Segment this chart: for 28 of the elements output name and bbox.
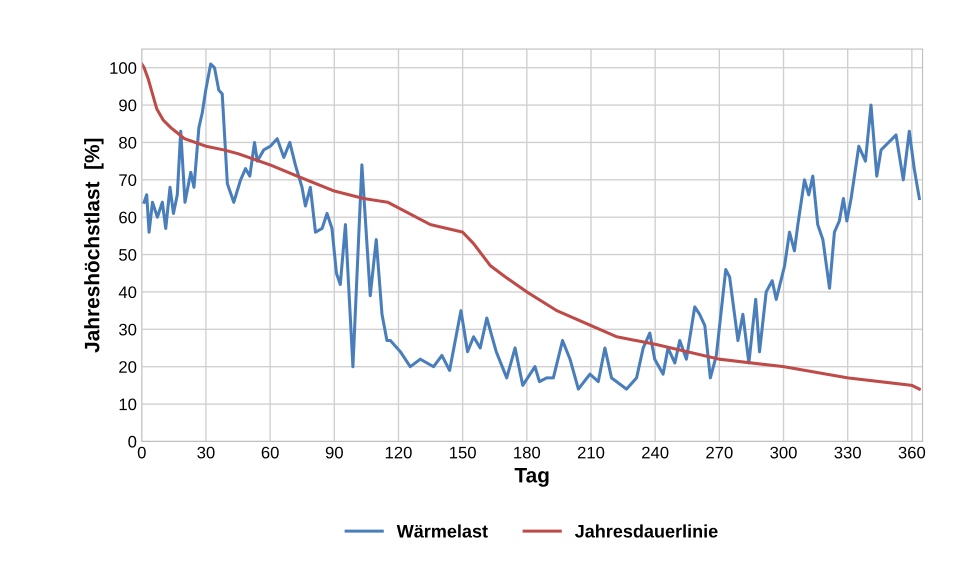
x-tick-label: 120 [386, 446, 412, 459]
y-tick-label: 80 [119, 136, 136, 149]
x-tick-label: 180 [514, 446, 540, 459]
x-tick-label: 0 [138, 446, 146, 459]
x-tick-label: 30 [197, 446, 215, 459]
y-tick-label: 40 [118, 286, 136, 298]
x-tick-label: 300 [770, 446, 797, 459]
y-tick-label: 90 [119, 99, 136, 112]
x-tick-label: 90 [326, 446, 343, 459]
legend-label: Jahresdauerlinie [574, 524, 718, 538]
x-tick-label: 330 [834, 446, 861, 459]
x-tick-label: 270 [706, 446, 733, 459]
x-axis-title: Tag [514, 468, 549, 487]
y-tick-label: 0 [128, 436, 136, 448]
x-tick-label: 240 [642, 446, 668, 459]
y-tick-label: 30 [119, 324, 136, 336]
y-tick-label: 10 [120, 398, 136, 410]
x-tick-label: 210 [578, 446, 604, 459]
x-tick-label: 150 [450, 446, 476, 459]
y-axis-title: Jahreshöchstlast [%] [84, 138, 104, 353]
y-tick-label: 70 [119, 174, 136, 186]
y-tick-label: 20 [119, 361, 136, 373]
y-tick-label: 100 [110, 62, 136, 74]
y-tick-label: 60 [119, 212, 136, 224]
x-tick-label: 360 [898, 446, 926, 459]
y-tick-label: 50 [119, 248, 136, 261]
legend-label: Wärmelast [396, 524, 488, 538]
x-tick-label: 60 [262, 446, 279, 459]
